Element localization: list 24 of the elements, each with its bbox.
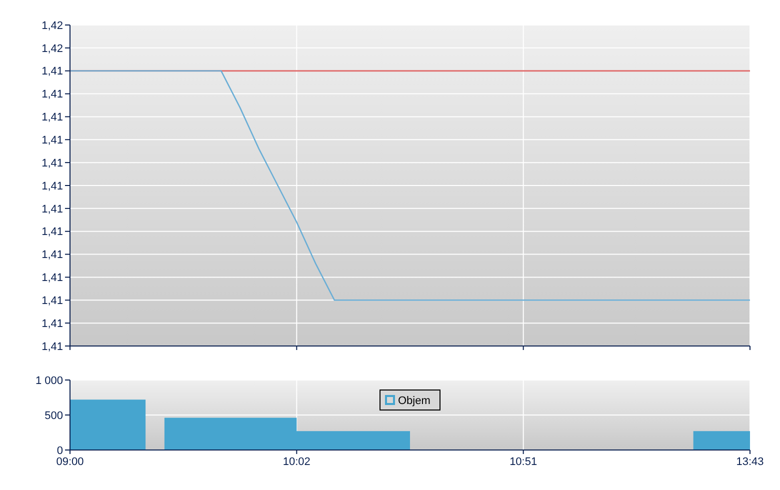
y-tick-label: 1 000: [35, 374, 63, 387]
y-tick-label: 1,41: [42, 226, 63, 238]
line-series: [69, 70, 751, 301]
y-tick-label: 1,41: [42, 318, 63, 330]
y-tick-label: 1,41: [42, 134, 63, 146]
x-tick-label: 10:51: [510, 456, 538, 468]
y-tick-label: 1,41: [42, 88, 63, 101]
y-tick-label: 1,41: [42, 112, 63, 124]
x-tick-label: 10:02: [282, 456, 310, 468]
legend-label: Objem: [398, 394, 430, 407]
y-tick-label: 1,41: [42, 340, 63, 353]
y-tick-label: 1,41: [42, 272, 63, 284]
y-tick-label: 500: [44, 410, 63, 422]
y-tick-label: 1,41: [42, 249, 63, 262]
x-tick-label: 13:43: [736, 456, 764, 468]
y-tick-label: 1,41: [42, 294, 63, 307]
y-tick-label: 1,42: [42, 42, 63, 55]
y-tick-label: 0: [56, 444, 63, 457]
y-tick-label: 1,42: [42, 20, 63, 32]
y-tick-label: 1,41: [42, 66, 63, 78]
y-tick-label: 1,41: [42, 203, 63, 216]
y-tick-label: 1,41: [42, 157, 63, 170]
y-tick-label: 1,41: [42, 180, 63, 192]
x-tick-label: 09:00: [56, 456, 84, 468]
